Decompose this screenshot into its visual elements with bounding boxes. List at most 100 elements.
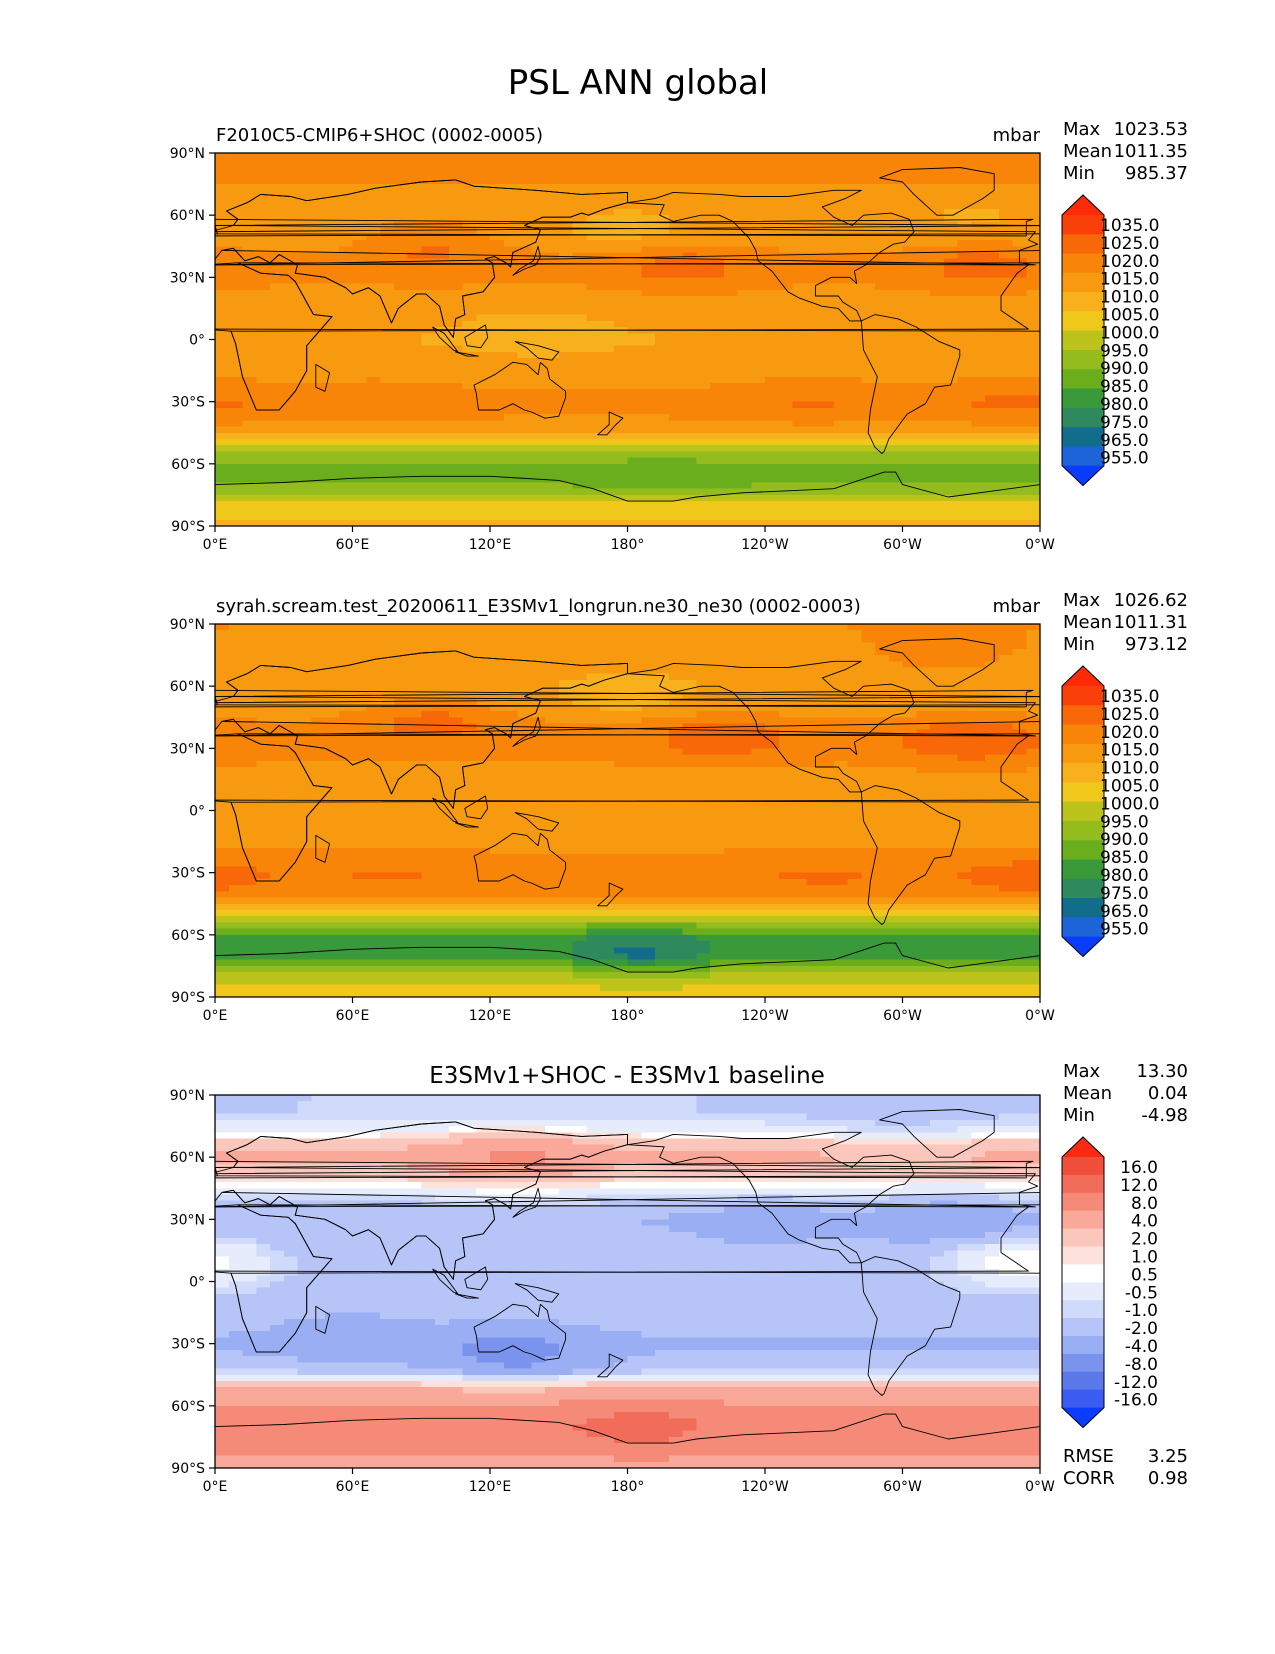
field-cell <box>435 489 449 496</box>
field-cell <box>463 364 477 371</box>
field-cell <box>724 755 738 762</box>
field-cell <box>490 340 504 347</box>
field-cell <box>751 383 765 390</box>
field-cell <box>903 315 917 322</box>
field-cell <box>573 445 587 452</box>
field-cell <box>463 371 477 378</box>
field-cell <box>284 514 298 521</box>
field-cell <box>586 290 600 297</box>
field-cell <box>655 383 669 390</box>
field-cell <box>1013 371 1027 378</box>
field-cell <box>366 228 380 235</box>
field-cell <box>861 246 875 253</box>
field-cell <box>380 395 394 402</box>
field-cell <box>476 414 490 421</box>
field-cell <box>421 352 435 359</box>
field-cell <box>848 389 862 396</box>
field-cell <box>875 358 889 365</box>
field-cell <box>875 705 889 712</box>
field-cell <box>971 358 985 365</box>
field-cell <box>256 346 270 353</box>
field-cell <box>738 451 752 458</box>
field-cell <box>916 501 930 508</box>
field-cell <box>1013 501 1027 508</box>
field-cell <box>793 624 807 631</box>
field-cell <box>284 495 298 502</box>
field-cell <box>848 277 862 284</box>
field-cell <box>669 333 683 340</box>
field-cell <box>311 458 325 465</box>
field-cell <box>765 290 779 297</box>
field-cell <box>518 755 532 762</box>
field-cell <box>325 711 339 718</box>
field-cell <box>600 736 614 743</box>
field-cell <box>435 445 449 452</box>
field-cell <box>834 284 848 291</box>
field-cell <box>834 153 848 160</box>
field-cell <box>765 315 779 322</box>
field-cell <box>1026 636 1040 643</box>
field-cell <box>435 190 449 197</box>
field-cell <box>408 246 422 253</box>
field-cell <box>476 271 490 278</box>
field-cell <box>806 507 820 514</box>
field-cell <box>298 495 312 502</box>
field-cell <box>573 340 587 347</box>
field-cell <box>738 445 752 452</box>
field-cell <box>738 501 752 508</box>
field-cell <box>751 408 765 415</box>
field-cell <box>683 178 697 185</box>
field-cell <box>476 383 490 390</box>
field-cell <box>848 451 862 458</box>
field-cell <box>971 252 985 259</box>
field-cell <box>751 458 765 465</box>
field-cell <box>655 458 669 465</box>
field-cell <box>971 296 985 303</box>
field-cell <box>1013 308 1027 315</box>
field-cell <box>339 352 353 359</box>
field-cell <box>325 178 339 185</box>
field-cell <box>394 364 408 371</box>
field-cell <box>586 259 600 266</box>
field-cell <box>889 624 903 631</box>
field-cell <box>311 346 325 353</box>
field-cell <box>641 395 655 402</box>
field-cell <box>985 383 999 390</box>
field-cell <box>834 717 848 724</box>
field-cell <box>353 271 367 278</box>
field-cell <box>834 680 848 687</box>
field-cell <box>820 197 834 204</box>
field-cell <box>751 476 765 483</box>
field-cell <box>1026 315 1040 322</box>
field-cell <box>573 197 587 204</box>
field-cell <box>256 408 270 415</box>
field-cell <box>683 159 697 166</box>
field-cell <box>655 482 669 489</box>
field-cell <box>875 686 889 693</box>
field-cell <box>738 674 752 681</box>
field-cell <box>325 333 339 340</box>
field-cell <box>229 649 243 656</box>
field-cell <box>243 308 257 315</box>
field-cell <box>256 165 270 172</box>
field-cell <box>930 630 944 637</box>
field-cell <box>614 451 628 458</box>
field-cell <box>490 190 504 197</box>
field-cell <box>889 308 903 315</box>
field-cell <box>958 265 972 272</box>
field-cell <box>710 482 724 489</box>
field-cell <box>394 203 408 210</box>
field-cell <box>284 209 298 216</box>
field-cell <box>229 476 243 483</box>
field-cell <box>243 290 257 297</box>
field-cell <box>614 265 628 272</box>
field-cell <box>930 736 944 743</box>
field-cell <box>751 377 765 384</box>
field-cell <box>449 395 463 402</box>
field-cell <box>353 340 367 347</box>
field-cell <box>243 315 257 322</box>
field-cell <box>875 308 889 315</box>
field-cell <box>1026 624 1040 631</box>
field-cell <box>256 252 270 259</box>
field-cell <box>435 643 449 650</box>
